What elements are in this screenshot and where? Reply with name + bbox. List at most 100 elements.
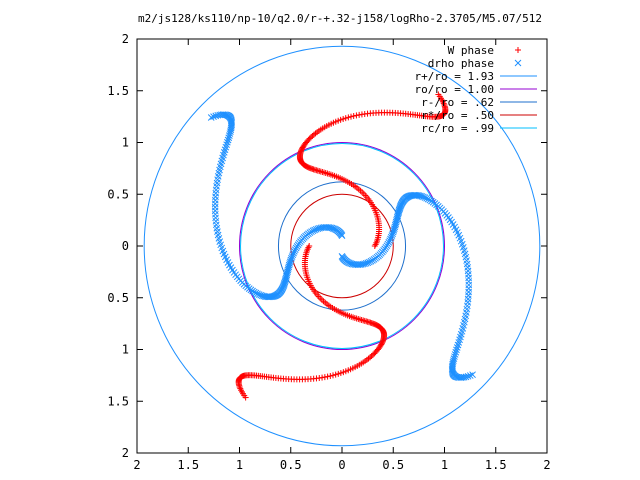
w-phase-point [370, 351, 377, 358]
w-phase-point [327, 372, 334, 379]
drho-phase-point [450, 355, 458, 362]
drho-phase-point [387, 233, 395, 241]
drho-phase-point [225, 134, 233, 142]
w-phase-point [340, 115, 347, 122]
drho-phase-point [223, 141, 230, 149]
drho-phase-point [385, 239, 393, 246]
w-phase-point [335, 370, 342, 377]
x-tick-label: 1.5 [485, 458, 507, 472]
drho-phase-point [451, 353, 458, 360]
legend-label: rc/ro = .99 [421, 122, 494, 135]
w-phase-point [345, 114, 352, 121]
x-tick-label: 1.5 [177, 458, 199, 472]
legend-label: ro/ro = 1.00 [415, 83, 494, 96]
drho-phase-point [224, 138, 231, 146]
w-phase-point [371, 350, 378, 357]
axis-ticks: 2 1.5 1 0.5 0 0.5 1 1.5 221.510.500.511.52 [107, 32, 550, 472]
drho-phase-point [423, 194, 430, 202]
radius-circle [240, 143, 444, 349]
drho-phase-point [224, 136, 232, 144]
w-phase-point [372, 349, 379, 356]
y-tick-label: 2 [122, 32, 129, 46]
x-tick-label: 0.5 [280, 458, 302, 472]
drho-phase-point [366, 258, 373, 266]
drho-phase-point [469, 371, 476, 379]
w-phase-point [342, 115, 349, 122]
w-phase-point [340, 369, 347, 376]
legend-label: r+/ro = 1.93 [415, 70, 494, 83]
drho-phase-point [452, 348, 460, 356]
x-tick-label: 0.5 [382, 458, 404, 472]
w-phase-point [242, 394, 249, 401]
drho-phase-point [453, 346, 460, 354]
radius-circles [143, 45, 541, 447]
drho-phase-point [292, 244, 300, 252]
radius-circle [143, 45, 541, 447]
x-tick-label: 1 [441, 458, 448, 472]
legend-label: r-/ro = .62 [421, 96, 494, 109]
w-phase-point [307, 134, 314, 141]
drho-phase-point [290, 248, 298, 255]
drho-phase-point [210, 113, 217, 120]
drho-phase-point [214, 111, 222, 119]
drho-phase-point [281, 279, 288, 287]
drho-phase-point [462, 373, 470, 381]
w-phase-point [332, 371, 339, 378]
w-phase-point [305, 136, 312, 143]
drho-phase-point [252, 289, 260, 297]
chart-title: m2/js128/ks110/np-10/q2.0/r-+.32-j158/lo… [138, 12, 542, 25]
x-tick-label: 2 [543, 458, 550, 472]
w-phase-point [306, 135, 313, 142]
radius-circle [239, 142, 445, 350]
w-phase-point [330, 372, 337, 379]
drho-phase-point [216, 111, 224, 119]
x-tick-label: 0 [338, 458, 345, 472]
drho-phase-point [424, 195, 432, 203]
w-phase-point [435, 91, 442, 98]
drho-phase-point [387, 235, 394, 243]
drho-phase-point [454, 341, 462, 349]
drho-phase-point [254, 290, 261, 298]
drho-phase-point [451, 351, 459, 358]
drho-phase-point [311, 226, 318, 234]
w-phase-point [337, 116, 344, 123]
phase-points [207, 91, 476, 401]
drho-phase-point [386, 237, 394, 245]
w-phase-point [324, 373, 331, 380]
drho-phase-point [388, 232, 396, 239]
drho-phase-point [384, 240, 392, 248]
legend-label: r*/ro = .50 [421, 109, 494, 122]
drho-phase-point [466, 372, 474, 379]
x-tick-label: 1 [236, 458, 243, 472]
drho-phase-point [396, 204, 404, 211]
w-phase-point [347, 113, 354, 120]
legend-sample [515, 47, 521, 53]
drho-phase-point [289, 251, 297, 259]
w-phase-point [353, 112, 360, 119]
drho-phase-point [464, 372, 472, 380]
w-phase-point [350, 113, 357, 120]
drho-phase-point [280, 281, 288, 288]
legend-label: drho phase [428, 57, 494, 70]
legend-label: W phase [448, 44, 494, 57]
drho-phase-point [453, 344, 461, 351]
y-tick-label: 1 [122, 136, 129, 150]
drho-phase-point [290, 249, 297, 257]
drho-phase-point [212, 112, 220, 120]
y-tick-label: 0 [122, 239, 129, 253]
y-tick-label: 0.5 [107, 187, 129, 201]
y-tick-label: 1 [122, 343, 129, 357]
drho-phase-point [225, 132, 233, 139]
y-tick-label: 0.5 [107, 291, 129, 305]
y-tick-label: 1.5 [107, 394, 129, 408]
drho-phase-point [291, 246, 299, 254]
legend-sample [514, 59, 522, 67]
w-phase-point [337, 370, 344, 377]
drho-phase-point [222, 143, 230, 151]
drho-phase-point [207, 114, 215, 121]
drho-phase-point [460, 373, 468, 381]
x-tick-label: 2 [133, 458, 140, 472]
y-tick-label: 2 [122, 446, 129, 460]
